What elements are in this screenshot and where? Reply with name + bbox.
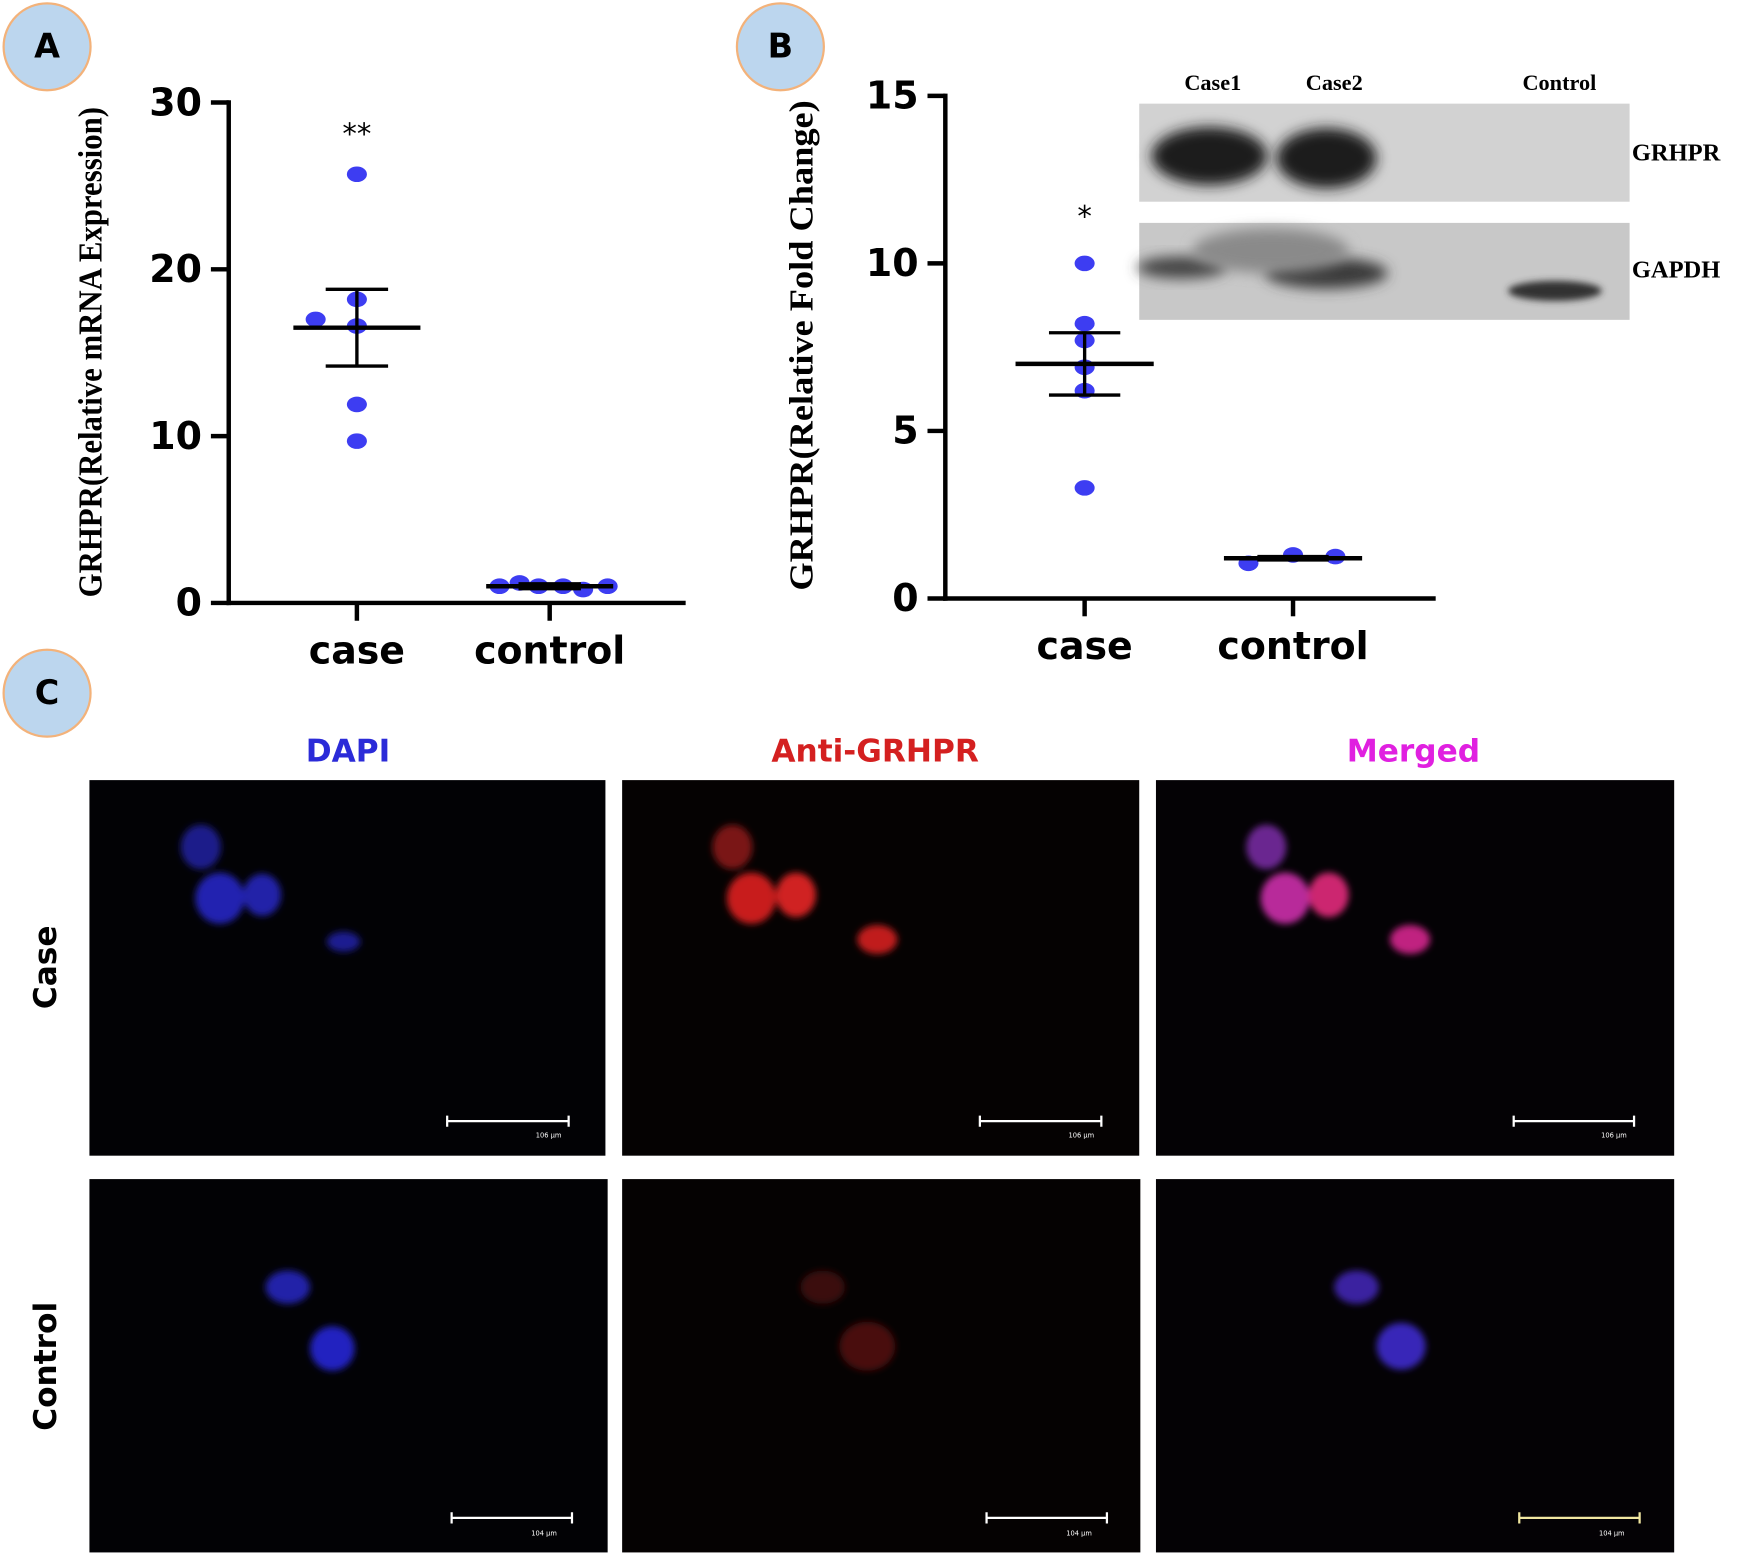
- data-point: [1074, 255, 1095, 272]
- band-label: GAPDH: [1632, 257, 1720, 284]
- channel-label: DAPI: [306, 733, 391, 769]
- x-tick-label: case: [1037, 624, 1133, 668]
- significance: **: [342, 117, 371, 151]
- scale-label: 106 μm: [1601, 1132, 1627, 1140]
- channel-label: Anti-GRHPR: [771, 733, 978, 769]
- western-blot: Case1 Case2 Control GRHPR GAPDH: [1137, 70, 1721, 320]
- y-axis-label: GRHPR(Relative mRNA Expression): [73, 107, 110, 597]
- row-label: Case: [28, 926, 64, 1010]
- y-tick-label: 10: [149, 414, 202, 458]
- y-tick-label: 20: [149, 247, 202, 291]
- panel-letter: B: [768, 26, 793, 65]
- y-tick-label: 0: [892, 576, 918, 620]
- microscopy: DAPI Anti-GRHPR Merged Case Control: [28, 733, 1675, 1553]
- data-point: [1074, 315, 1095, 332]
- y-tick-label: 5: [892, 409, 918, 453]
- micrograph: [1155, 1179, 1675, 1553]
- panel-label-a: A: [2, 2, 92, 92]
- y-tick-label: 30: [149, 80, 202, 124]
- scale-label: 106 μm: [1068, 1132, 1094, 1140]
- lane-label: Control: [1522, 70, 1596, 95]
- band: [1508, 280, 1602, 301]
- micrograph: [1155, 780, 1675, 1156]
- significance: *: [1077, 199, 1091, 233]
- data-point: [305, 311, 326, 328]
- band-label: GRHPR: [1632, 140, 1721, 167]
- data-point: [346, 433, 367, 449]
- micrograph: [89, 1179, 608, 1553]
- y-tick-label: 15: [866, 74, 919, 118]
- lane-label: Case2: [1306, 70, 1363, 95]
- row-label: Control: [28, 1302, 64, 1431]
- scale-label: 104 μm: [1599, 1529, 1625, 1537]
- smear: [1192, 228, 1349, 274]
- x-tick-label: control: [1217, 624, 1368, 668]
- data-point: [346, 166, 367, 183]
- panel-letter: A: [34, 26, 60, 65]
- channel-label: Merged: [1347, 733, 1480, 769]
- data-point: [346, 396, 367, 413]
- x-tick-label: control: [474, 629, 625, 673]
- x-tick-label: case: [309, 629, 405, 673]
- scale-label: 104 μm: [1066, 1529, 1092, 1537]
- y-tick-label: 0: [176, 581, 202, 625]
- scale-label: 104 μm: [531, 1529, 557, 1537]
- scale-label: 106 μm: [536, 1132, 562, 1140]
- panel-label-b: B: [735, 2, 825, 92]
- band: [1151, 127, 1268, 185]
- lane-label: Case1: [1184, 70, 1241, 95]
- panel-letter: C: [35, 673, 60, 712]
- micrograph: [89, 780, 606, 1156]
- y-axis-label: GRHPR(Relative Fold Change): [784, 100, 821, 590]
- data-point: [1074, 480, 1095, 496]
- y-tick-label: 10: [866, 241, 919, 285]
- band: [1276, 128, 1377, 189]
- panel-label-c: C: [2, 648, 92, 738]
- micrograph: [622, 780, 1140, 1156]
- charts: 0 10 20 30 GRHPR(Relative mRNA Expression) ca…: [73, 74, 1436, 673]
- scale-bars: [446, 1115, 1641, 1524]
